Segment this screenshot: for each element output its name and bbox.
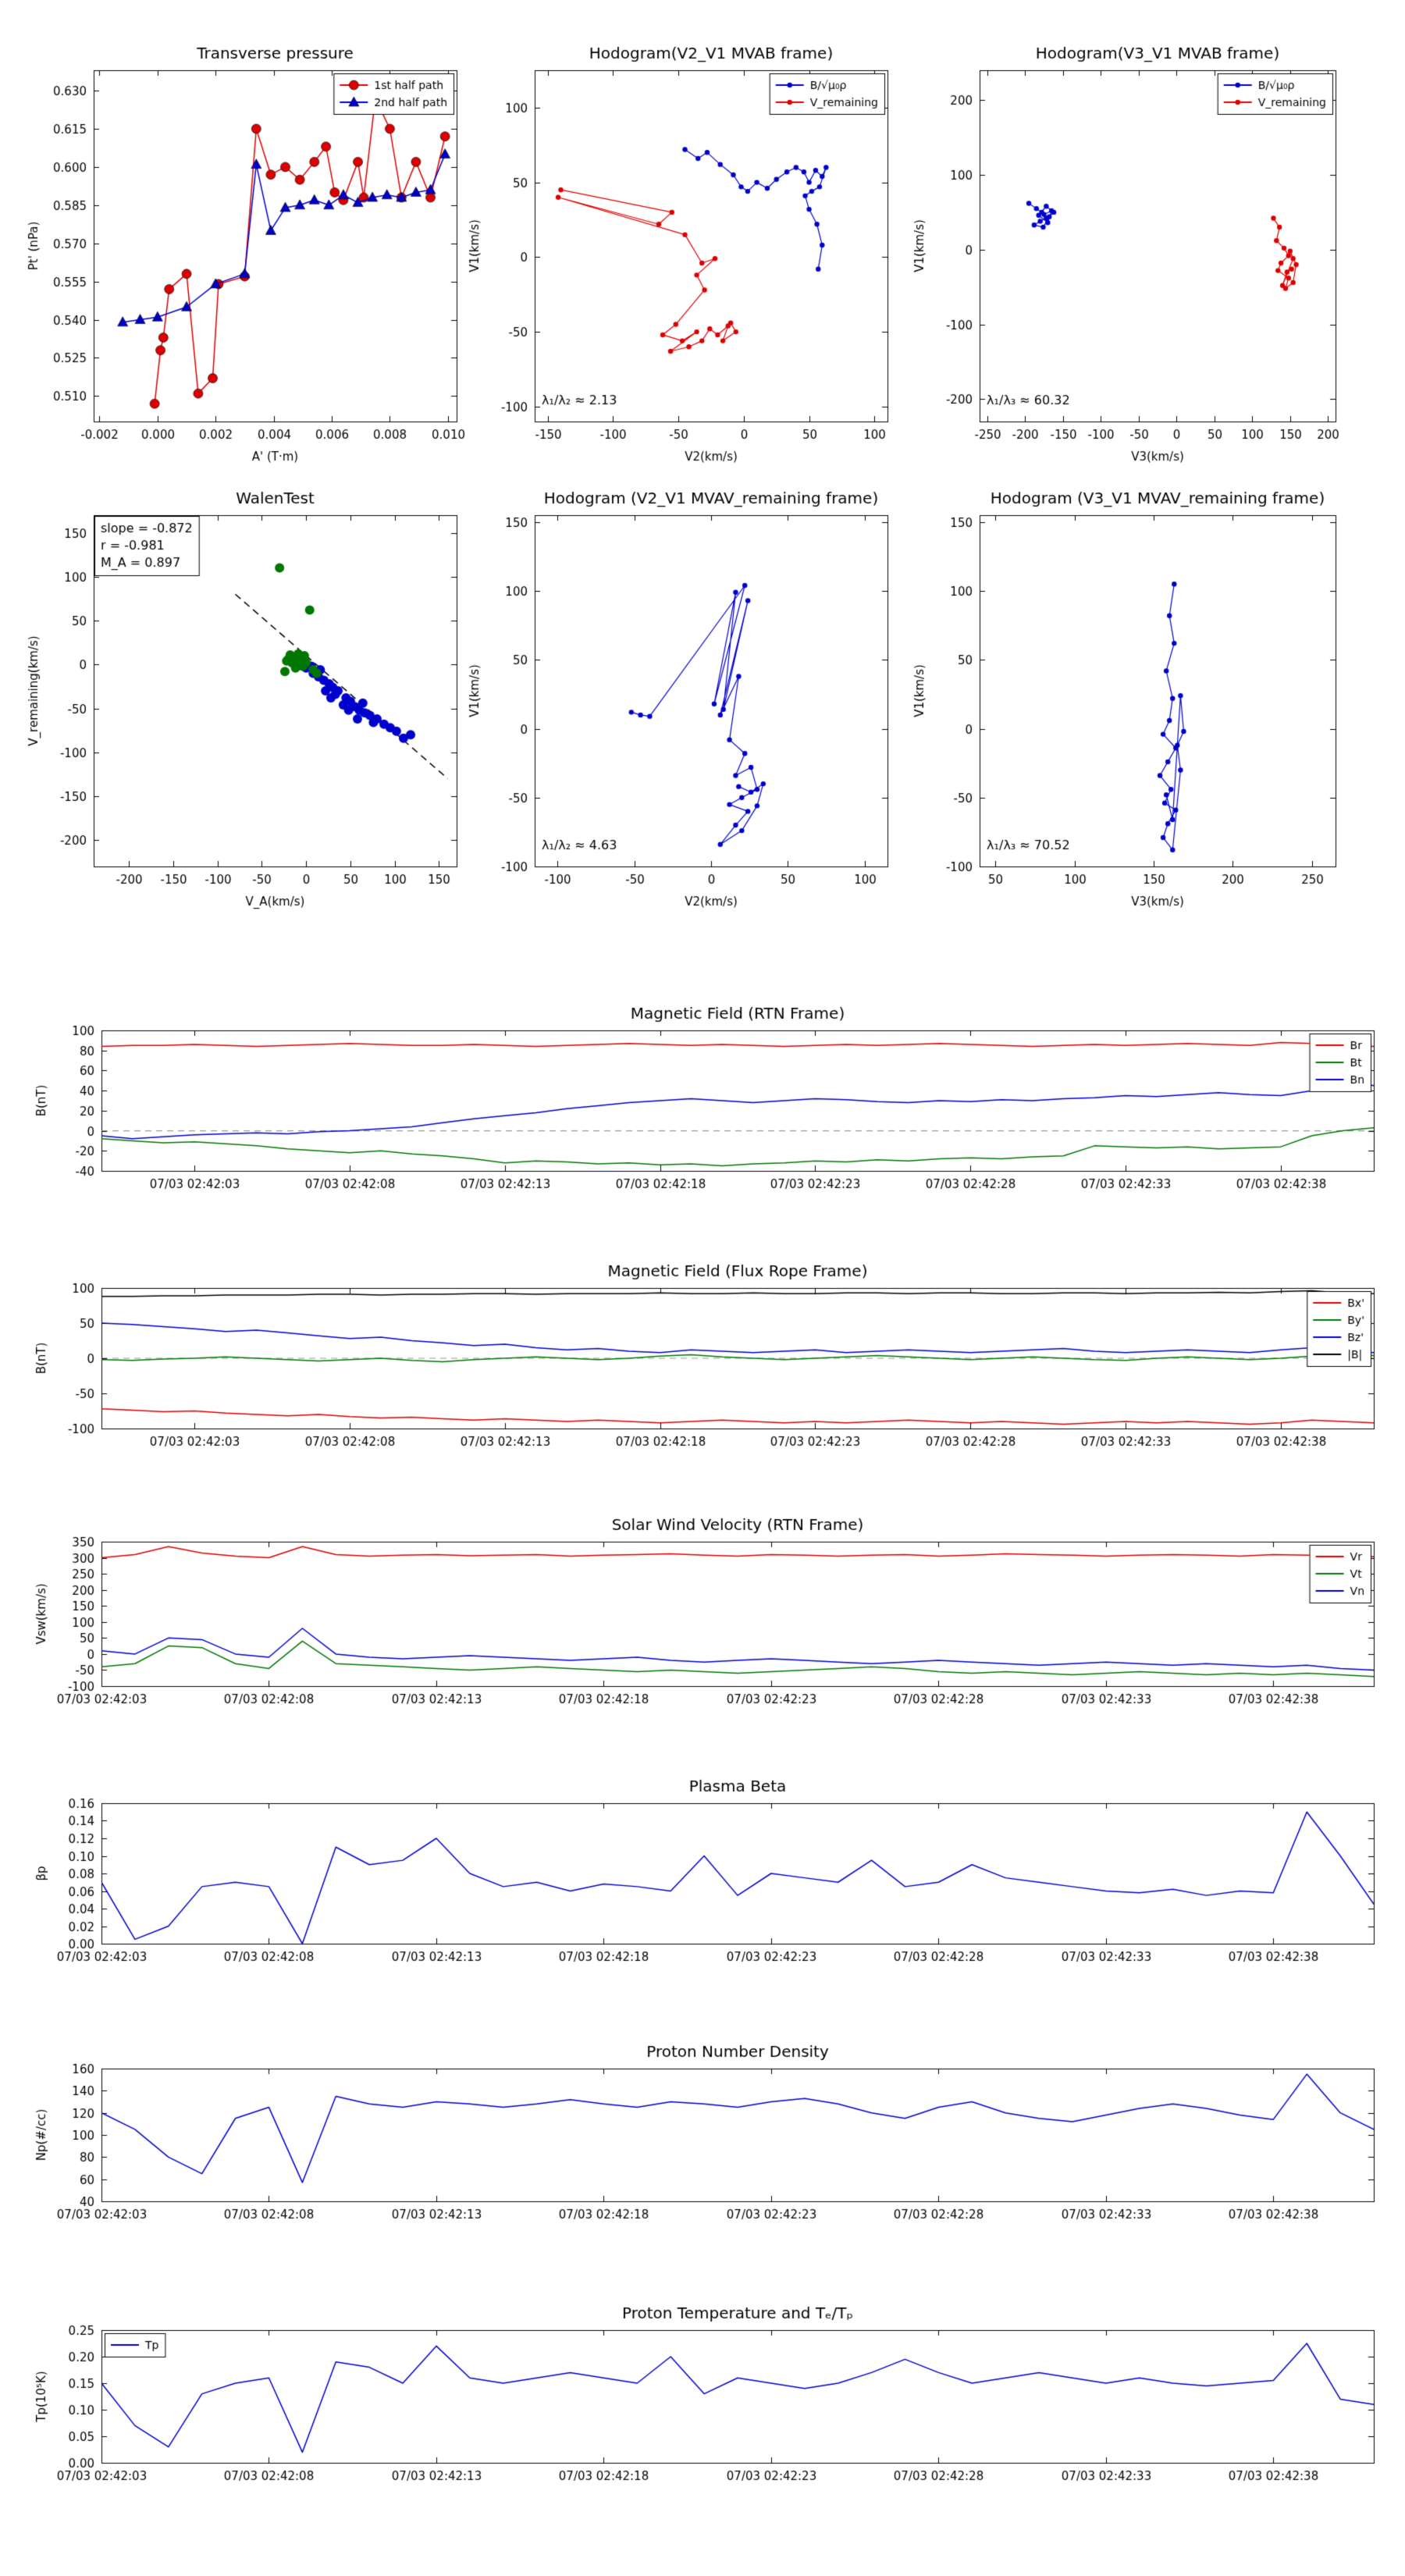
hodogram-v2v1-mvab-chart	[449, 31, 911, 470]
hodogram-v3v1-mvav-chart	[894, 476, 1359, 915]
plasma-beta-chart	[16, 1764, 1397, 1992]
walen-test-chart	[8, 476, 480, 915]
magnetic-field-rtn-chart	[16, 991, 1397, 1219]
hodogram-v3v1-mvab-chart	[894, 31, 1359, 470]
magnetic-field-fluxrope-chart	[16, 1249, 1397, 1477]
proton-density-chart	[16, 2030, 1397, 2250]
proton-temperature-chart	[16, 2291, 1397, 2511]
transverse-pressure-chart	[8, 31, 480, 470]
solar-wind-velocity-chart	[16, 1503, 1397, 1735]
hodogram-v2v1-mvav-chart	[449, 476, 911, 915]
